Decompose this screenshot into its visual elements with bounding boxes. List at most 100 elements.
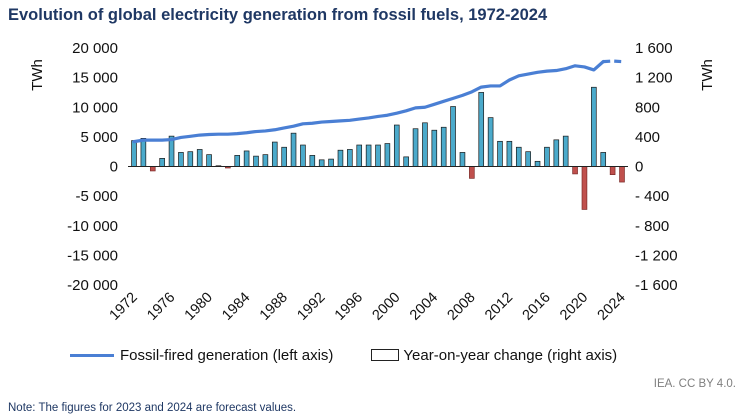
x-tick-label: 1976 xyxy=(144,290,178,324)
right-tick-label: 1 600 xyxy=(635,40,673,57)
bar-year-2023 xyxy=(609,166,616,175)
bar-year-2007 xyxy=(459,152,466,167)
bar-year-2003 xyxy=(422,122,428,167)
right-axis-ticks: 1 600 1 200 800 400 0 - 400 - 800 -1 200 -1 600 xyxy=(635,40,678,294)
bar-year-1997 xyxy=(365,144,372,167)
bar-year-1992 xyxy=(318,159,325,167)
bar-year-1998 xyxy=(375,144,381,167)
bar-year-1973 xyxy=(140,138,147,167)
right-tick-label: -1 200 xyxy=(635,247,678,264)
bar-year-1977 xyxy=(178,152,184,167)
line-series xyxy=(132,59,623,144)
right-tick-label: 1 200 xyxy=(635,70,673,87)
x-tick-label: 2016 xyxy=(520,290,554,324)
bar-year-2004 xyxy=(431,129,438,167)
bar-year-1972 xyxy=(131,140,137,167)
chart-title: Evolution of global electricity generati… xyxy=(8,6,548,24)
left-tick-label: 10 000 xyxy=(72,99,118,116)
legend-line-swatch xyxy=(70,353,114,357)
bar-year-2005 xyxy=(440,126,447,167)
right-tick-label: 0 xyxy=(635,159,643,176)
x-tick-label: 2008 xyxy=(445,290,479,324)
left-tick-label: 0 xyxy=(110,159,118,176)
left-tick-label: 15 000 xyxy=(72,70,118,87)
legend-item-line: Fossil-fired generation (left axis) xyxy=(70,347,333,364)
left-tick-label: 20 000 xyxy=(72,40,118,57)
x-tick-label: 2024 xyxy=(595,290,629,324)
legend-item-bar: Year-on-year change (right axis) xyxy=(333,347,617,364)
bar-year-2002 xyxy=(412,128,419,167)
bar-year-2020 xyxy=(581,166,588,210)
x-tick-label: 2012 xyxy=(482,290,516,324)
left-axis-ticks: 20 000 15 000 10 000 5 000 0 -5 000 -10 000 -15… xyxy=(67,40,118,294)
legend-bar-swatch xyxy=(371,349,400,361)
bar-year-1993 xyxy=(328,158,334,167)
left-tick-label: -20 000 xyxy=(67,277,118,294)
left-tick-label: 5 000 xyxy=(80,129,118,146)
bar-year-1987 xyxy=(271,141,278,167)
bar-year-1994 xyxy=(337,149,344,167)
footnote: Note: The figures for 2023 and 2024 are … xyxy=(8,402,297,414)
right-tick-label: 400 xyxy=(635,129,660,146)
bar-year-2017 xyxy=(553,139,560,167)
x-tick-label: 1984 xyxy=(219,290,253,324)
bar-year-2015 xyxy=(534,160,541,167)
bar-year-2022 xyxy=(600,152,607,167)
bar-year-1996 xyxy=(356,144,363,167)
bar-year-2016 xyxy=(544,146,550,167)
x-tick-label: 1980 xyxy=(182,290,216,324)
x-tick-label: 2004 xyxy=(407,290,441,324)
x-tick-label: 1992 xyxy=(294,290,328,324)
bar-year-2008 xyxy=(469,166,475,179)
bars-series xyxy=(131,86,625,210)
bar-year-1975 xyxy=(159,158,165,167)
bar-year-1990 xyxy=(300,144,306,167)
left-tick-label: -10 000 xyxy=(67,218,118,235)
bar-year-2013 xyxy=(515,146,522,167)
bar-year-1980 xyxy=(206,154,212,167)
legend: Fossil-fired generation (left axis) Year… xyxy=(70,345,617,365)
bar-year-1974 xyxy=(149,166,156,172)
bar-year-1986 xyxy=(262,154,269,167)
left-tick-label: -5 000 xyxy=(75,188,118,205)
bar-year-2012 xyxy=(506,140,513,167)
bar-year-2014 xyxy=(525,151,531,167)
bar-year-1983 xyxy=(234,155,241,167)
bar-year-1979 xyxy=(196,149,203,167)
bar-year-2011 xyxy=(497,140,503,167)
bar-year-1995 xyxy=(347,149,353,167)
x-axis-ticks: 1972 1976 1980 1984 1988 1992 1996 2000 2004 2008… xyxy=(107,290,629,324)
x-tick-label: 1988 xyxy=(257,290,291,324)
left-tick-label: -15 000 xyxy=(67,247,118,264)
right-tick-label: -1 600 xyxy=(635,277,678,294)
bar-year-2024 xyxy=(619,166,625,183)
bar-year-2000 xyxy=(393,124,400,167)
x-tick-label: 1996 xyxy=(332,290,366,324)
bar-year-1984 xyxy=(243,150,250,167)
right-tick-label: - 800 xyxy=(635,218,669,235)
bar-year-1988 xyxy=(281,146,287,167)
fossil-generation-forecast-line xyxy=(603,59,623,64)
bar-year-2006 xyxy=(450,106,456,167)
right-tick-label: - 400 xyxy=(635,188,669,205)
right-tick-label: 800 xyxy=(635,99,660,116)
bar-year-2010 xyxy=(487,117,494,167)
bar-year-1999 xyxy=(384,143,391,167)
x-tick-label: 1972 xyxy=(107,290,141,324)
source-credit: IEA. CC BY 4.0. xyxy=(653,378,736,390)
bar-year-2001 xyxy=(403,156,409,167)
chart: 20 000 15 000 10 000 5 000 0 -5 000 -10 000 -15… xyxy=(29,40,716,324)
fossil-generation-line xyxy=(132,60,605,144)
legend-label-line: Fossil-fired generation (left axis) xyxy=(120,346,334,364)
bar-year-1978 xyxy=(187,151,194,167)
bar-year-2019 xyxy=(572,166,578,175)
left-axis-label: TWh xyxy=(29,59,46,91)
bar-year-1989 xyxy=(290,132,297,167)
bar-year-2021 xyxy=(591,86,597,167)
bar-year-2009 xyxy=(478,92,485,167)
legend-label-bar: Year-on-year change (right axis) xyxy=(403,346,618,364)
bar-year-2018 xyxy=(562,135,569,167)
bar-year-1991 xyxy=(309,155,316,167)
right-axis-label: TWh xyxy=(699,59,716,91)
bar-year-1985 xyxy=(253,155,259,167)
